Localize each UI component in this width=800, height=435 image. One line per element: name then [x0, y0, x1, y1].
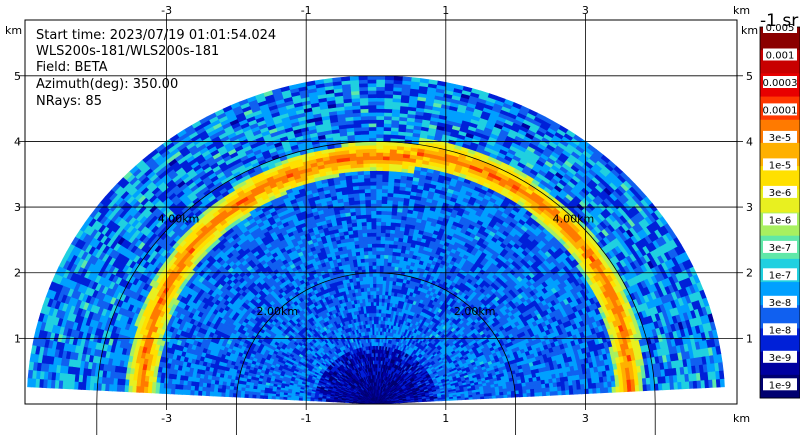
field-cell	[626, 384, 632, 392]
field-cell	[599, 386, 605, 394]
field-cell	[583, 383, 589, 390]
field-cell	[549, 390, 555, 396]
field-cell	[556, 385, 562, 392]
field-cell	[719, 378, 725, 388]
field-cell	[634, 384, 640, 392]
field-cell	[568, 389, 574, 395]
field-cell	[611, 386, 617, 393]
field-cell	[553, 390, 559, 396]
field-cell	[553, 386, 559, 392]
field-cell	[419, 78, 430, 84]
field-cell	[638, 384, 644, 392]
field-cell	[545, 390, 551, 396]
field-cell	[615, 385, 621, 393]
field-cell	[530, 392, 536, 397]
field-cell	[541, 391, 547, 397]
field-cell	[518, 389, 524, 394]
field-cell	[623, 385, 629, 393]
field-cell	[499, 394, 505, 399]
field-cell	[572, 384, 578, 390]
field-cell	[576, 388, 582, 395]
field-cell	[522, 392, 528, 398]
field-cell	[545, 386, 551, 392]
field-cell	[588, 387, 594, 394]
field-cell	[564, 384, 570, 391]
field-cell	[717, 361, 724, 371]
field-cell	[565, 389, 570, 395]
field-cell	[557, 390, 563, 396]
field-cell	[526, 392, 532, 397]
field-cell	[518, 392, 524, 398]
field-cell	[603, 386, 609, 394]
field-cell	[534, 391, 540, 397]
field-cell	[538, 391, 543, 397]
field-cell	[718, 369, 725, 380]
field-cell	[592, 387, 598, 394]
field-cell	[580, 388, 586, 395]
